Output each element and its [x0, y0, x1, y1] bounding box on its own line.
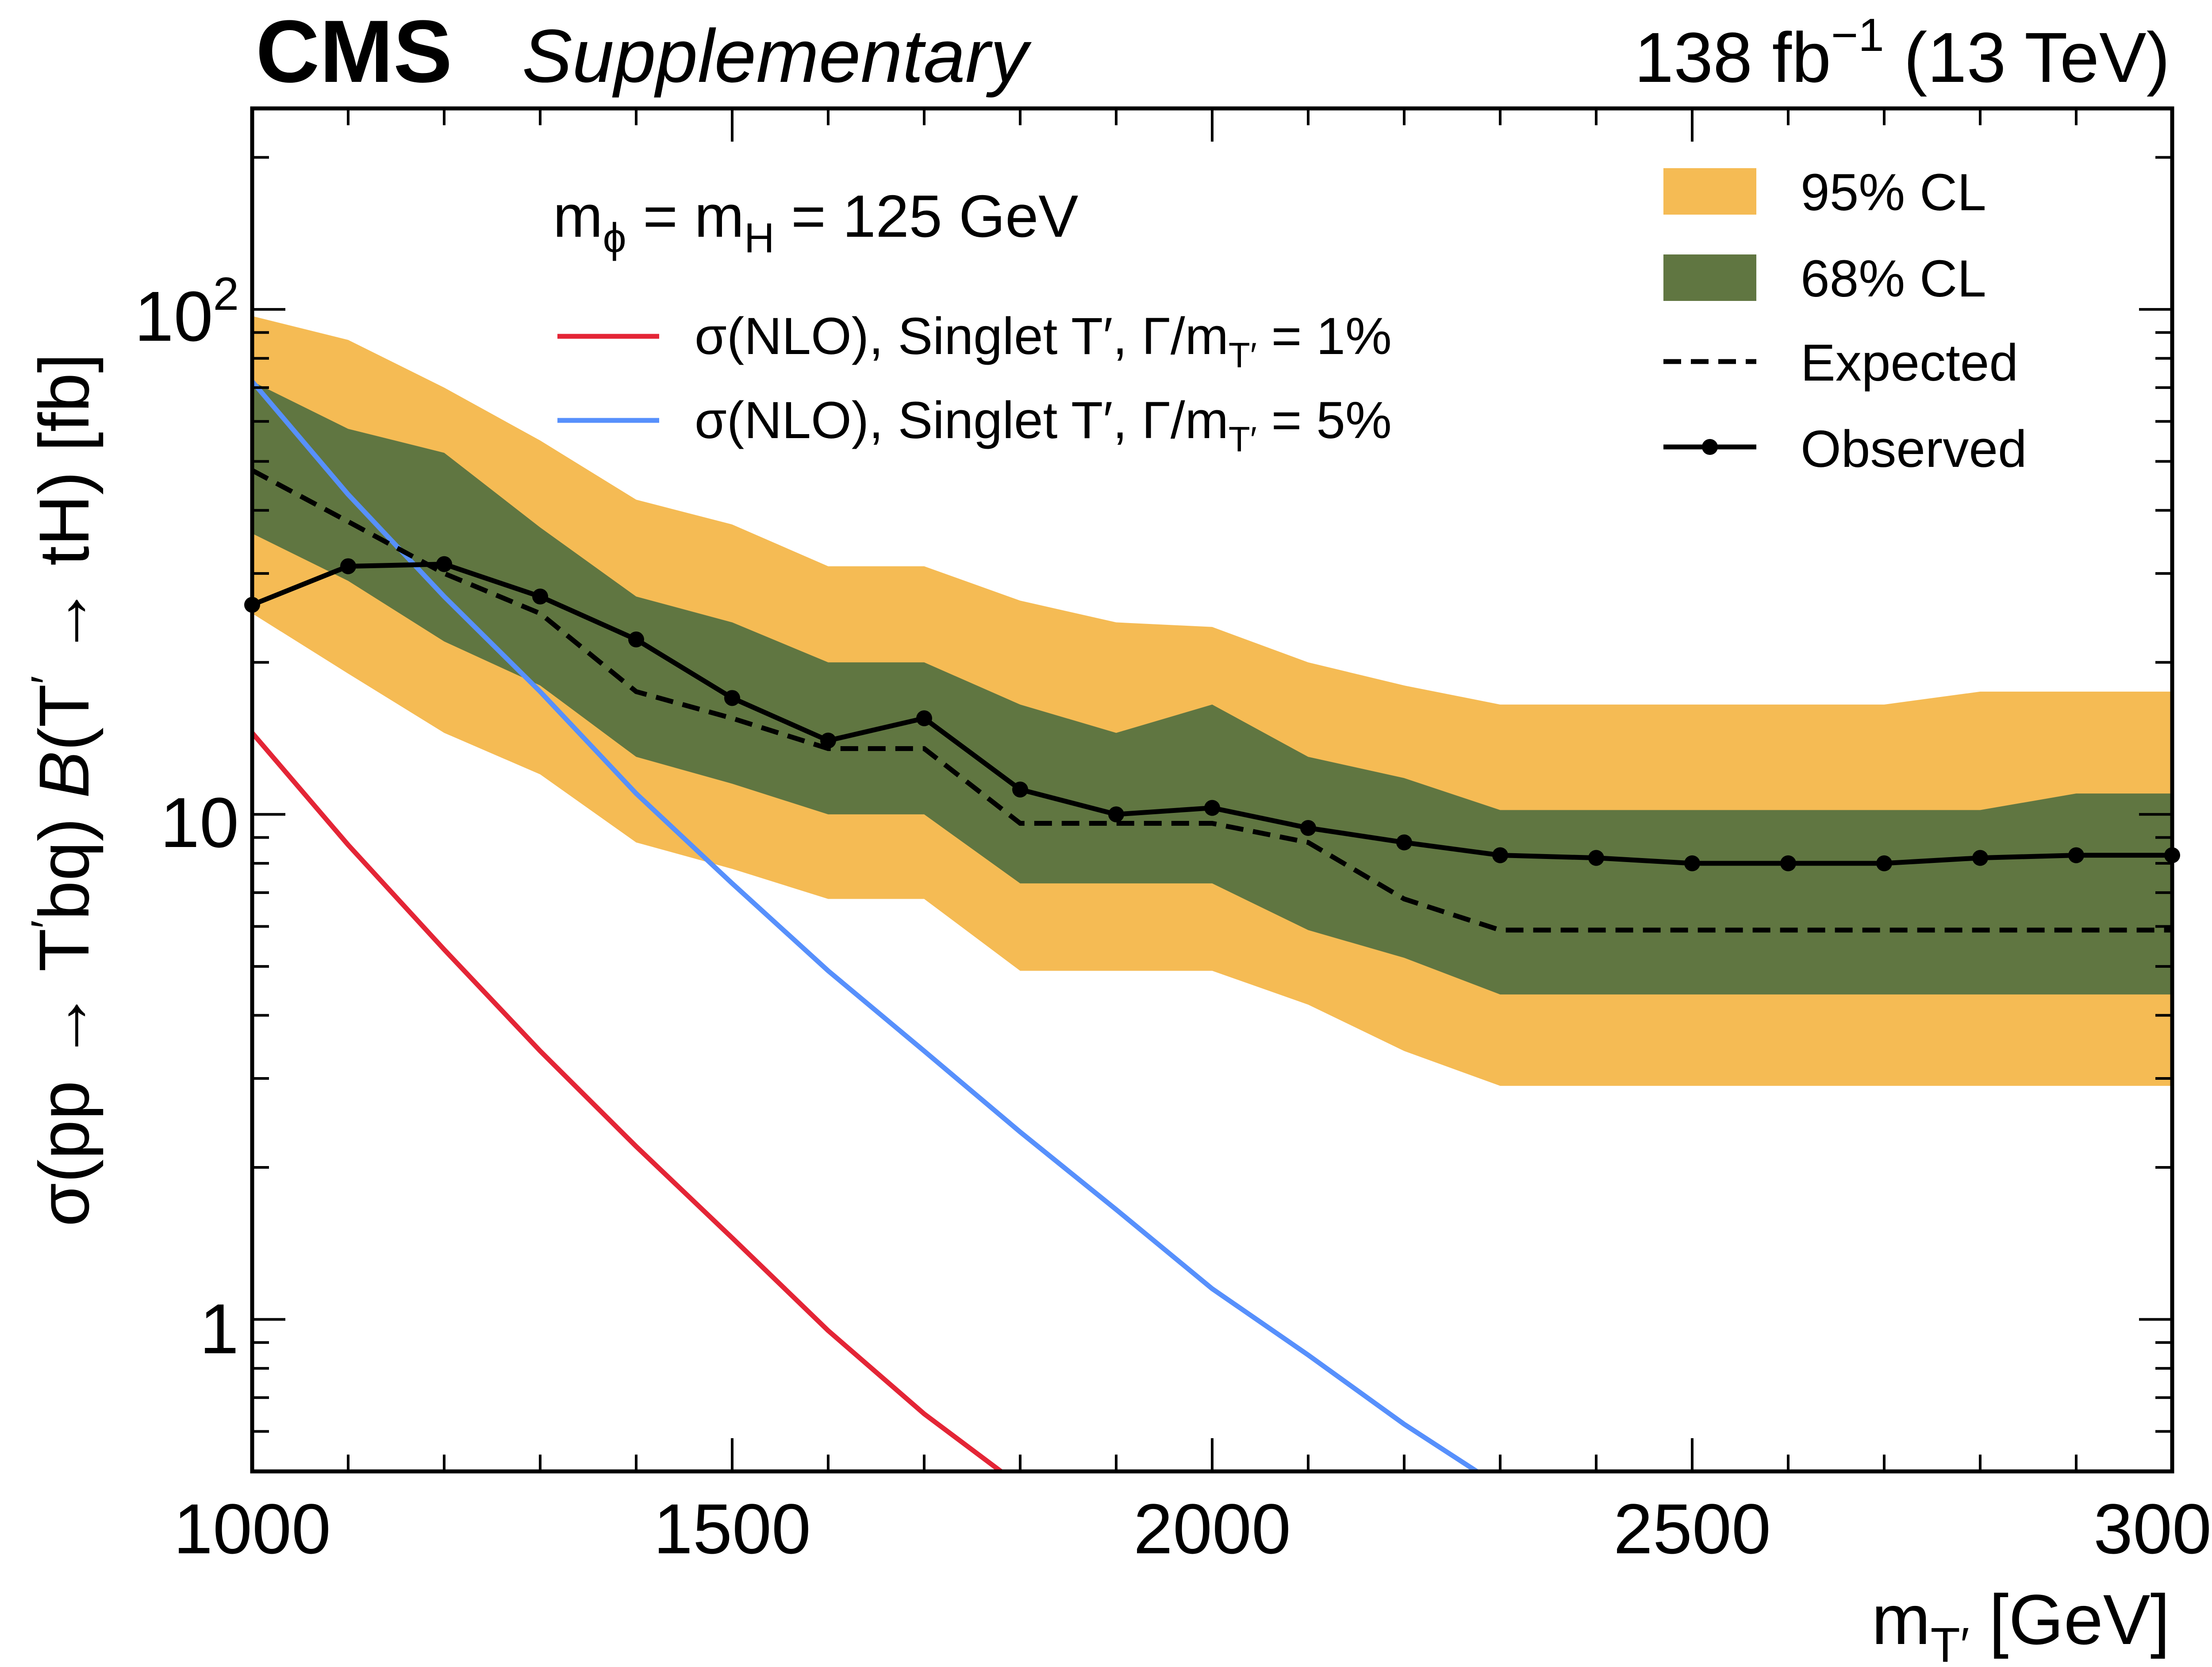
observed-point — [1780, 855, 1796, 871]
y-tick-100: 102 — [134, 268, 239, 356]
observed-point — [1396, 834, 1412, 851]
mass-annotation: mϕ = mH = 125 GeV — [553, 183, 1078, 262]
y-tick-1: 1 — [200, 1289, 239, 1368]
supplementary-label: Supplementary — [522, 14, 1032, 98]
cms-label: CMS — [256, 2, 452, 101]
x-tick-3000: 3000 — [2093, 1489, 2212, 1568]
legend-observed-label: Observed — [1801, 420, 2027, 478]
observed-point — [1684, 855, 1700, 871]
x-axis-label: mT′ [GeV] — [1871, 1580, 2170, 1667]
theory-5pct-line — [252, 380, 1482, 1471]
theory-1pct-line — [252, 731, 1002, 1471]
observed-point — [916, 710, 932, 727]
legend-expected-label: Expected — [1801, 334, 2018, 392]
legend-theory-5pct-label: σ(NLO), Singlet T′, Γ/mT′ = 5% — [695, 391, 1392, 459]
expected-line — [251, 468, 2172, 933]
observed-point — [532, 589, 548, 605]
legend-observed-marker — [1702, 439, 1718, 455]
y-axis-label: σ(pp → T′bq) B(T′ → tH) [fb] — [22, 353, 104, 1227]
axis-ticks — [251, 108, 2174, 1473]
observed-point — [1204, 800, 1220, 816]
observed-point — [436, 556, 452, 572]
observed-point — [1588, 850, 1604, 866]
observed-point — [1108, 806, 1124, 823]
observed-point — [820, 732, 836, 749]
luminosity-label: 138 fb−1 (13 TeV) — [1634, 9, 2170, 97]
x-tick-1000: 1000 — [173, 1489, 331, 1568]
observed-point — [1492, 847, 1508, 863]
observed-point — [2068, 847, 2084, 863]
legend-68-label: 68% CL — [1801, 250, 1986, 308]
y-tick-10: 10 — [160, 783, 239, 862]
x-tick-2500: 2500 — [1613, 1489, 1771, 1568]
band-68-cl — [252, 381, 2172, 995]
observed-point — [628, 631, 644, 648]
legend-95-label: 95% CL — [1801, 163, 1986, 222]
observed-point — [1972, 850, 1988, 866]
legend-theory-1pct-label: σ(NLO), Singlet T′, Γ/mT′ = 1% — [695, 307, 1392, 375]
observed-point — [724, 690, 740, 706]
observed-point — [1012, 782, 1028, 798]
observed-limit — [244, 556, 2180, 871]
band-68-area — [252, 381, 2172, 995]
theory-curves — [252, 380, 1482, 1471]
observed-point — [1876, 855, 1892, 871]
legend-68-swatch — [1663, 254, 1756, 301]
legend-95-swatch — [1663, 168, 1756, 215]
observed-point — [340, 558, 356, 574]
observed-point — [1300, 820, 1316, 836]
x-tick-1500: 1500 — [653, 1489, 811, 1568]
expected-limit — [251, 468, 2172, 933]
x-tick-2000: 2000 — [1133, 1489, 1291, 1568]
